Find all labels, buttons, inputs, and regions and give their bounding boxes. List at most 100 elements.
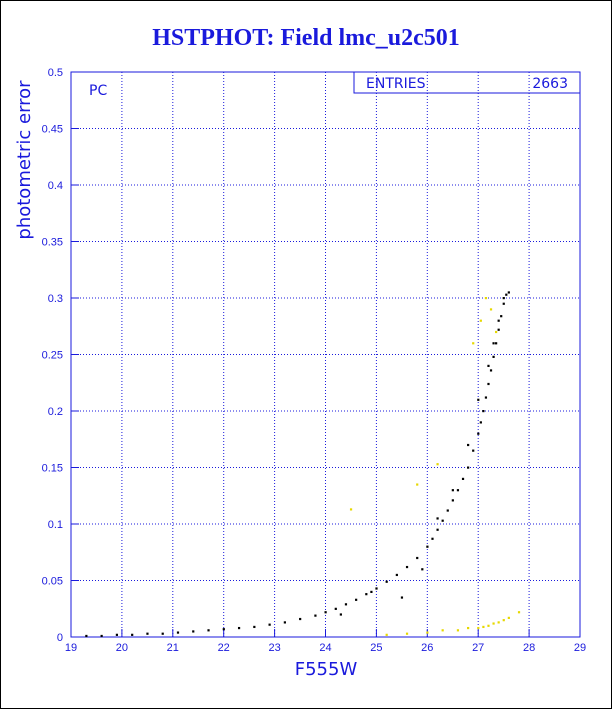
data-point (334, 607, 337, 610)
plot-frame (70, 71, 581, 638)
data-point-secondary (482, 625, 485, 629)
data-point-secondary (487, 624, 490, 627)
data-point (365, 593, 368, 596)
data-point (451, 499, 454, 502)
data-point (299, 617, 302, 621)
data-point (100, 634, 103, 638)
data-point (484, 396, 488, 399)
data-point (85, 634, 88, 638)
data-point-secondary (385, 633, 388, 636)
data-point-secondary (484, 297, 488, 300)
data-point (479, 421, 482, 424)
data-point (492, 355, 495, 358)
data-point (467, 443, 470, 447)
data-point (421, 568, 424, 571)
x-axis-label: F555W (295, 659, 358, 680)
data-point-secondary (495, 330, 498, 334)
data-point (507, 291, 510, 294)
data-point (461, 477, 465, 480)
data-point (489, 369, 493, 372)
data-point-secondary (497, 621, 500, 624)
data-point-secondary (489, 308, 493, 311)
data-point-secondary (456, 629, 460, 632)
data-point (370, 590, 373, 593)
x-tick-label: 23 (268, 642, 280, 654)
data-point (222, 628, 225, 631)
x-tick-labels: 19 20 21 22 23 24 25 26 27 28 29 (65, 642, 586, 654)
y-tick-label: 0.35 (42, 237, 63, 249)
data-point (146, 632, 149, 635)
stats-box (353, 71, 581, 94)
x-tick-label: 21 (167, 642, 179, 654)
data-point (115, 633, 119, 636)
x-tick-label: 26 (421, 642, 433, 654)
y-tick-label: 0.05 (42, 576, 63, 588)
data-point (477, 432, 480, 435)
data-point (355, 598, 358, 601)
data-point (492, 342, 495, 345)
data-point (375, 587, 378, 590)
data-point (395, 573, 398, 577)
data-point (505, 293, 508, 296)
data-point-secondary (507, 616, 510, 619)
chart-title: HSTPHOT: Field lmc_u2c501 (152, 25, 460, 51)
y-tick-label: 0.1 (48, 519, 63, 531)
data-point (176, 631, 180, 634)
y-tick-label: 0.15 (42, 463, 63, 475)
scatter-points (85, 291, 521, 638)
data-point-secondary (426, 631, 429, 634)
data-point-secondary (477, 626, 480, 630)
data-point-secondary (479, 319, 482, 322)
data-point (426, 545, 429, 548)
data-point (436, 517, 439, 520)
data-point (268, 623, 271, 626)
data-point (344, 603, 348, 606)
data-point-secondary (492, 622, 495, 625)
data-point (477, 398, 480, 401)
data-point-secondary (349, 508, 353, 511)
data-point (161, 632, 164, 635)
data-point (207, 629, 210, 632)
data-point (192, 630, 195, 633)
data-point (497, 319, 500, 322)
data-point-secondary (405, 632, 409, 635)
data-point (487, 382, 490, 386)
data-point-secondary (441, 629, 444, 632)
data-point (131, 633, 134, 636)
data-point (339, 613, 342, 616)
y-tick-label: 0.25 (42, 350, 63, 362)
data-point (446, 509, 449, 512)
data-point (416, 556, 419, 560)
y-axis-label: photometric error (14, 80, 35, 240)
data-point-secondary (436, 463, 439, 466)
y-tick-label: 0.4 (48, 180, 63, 192)
stats-entries-label: ENTRIES (366, 76, 426, 92)
data-point (405, 565, 409, 569)
data-point (441, 519, 444, 522)
x-tick-label: 25 (370, 642, 382, 654)
data-point (502, 297, 505, 300)
data-point (456, 489, 460, 492)
y-tick-label: 0.2 (48, 406, 63, 418)
data-point (385, 580, 388, 583)
x-tick-label: 24 (319, 642, 331, 654)
data-point (283, 621, 286, 624)
data-point (497, 328, 500, 331)
x-tick-label: 19 (65, 642, 77, 654)
data-point (436, 528, 439, 531)
data-point (472, 449, 475, 452)
data-point-secondary (472, 342, 475, 345)
panel-label: PC (89, 83, 107, 99)
data-point (500, 315, 503, 318)
x-tick-label: 29 (574, 642, 586, 654)
x-tick-label: 28 (523, 642, 535, 654)
x-tick-label: 27 (472, 642, 484, 654)
data-point (237, 626, 241, 630)
data-point-secondary (502, 619, 505, 622)
data-point (324, 611, 327, 614)
x-tick-label: 22 (218, 642, 230, 654)
data-point-secondary (467, 626, 470, 630)
data-point-secondary (517, 611, 521, 614)
data-point (253, 625, 256, 629)
y-tick-label: 0.3 (48, 293, 63, 305)
